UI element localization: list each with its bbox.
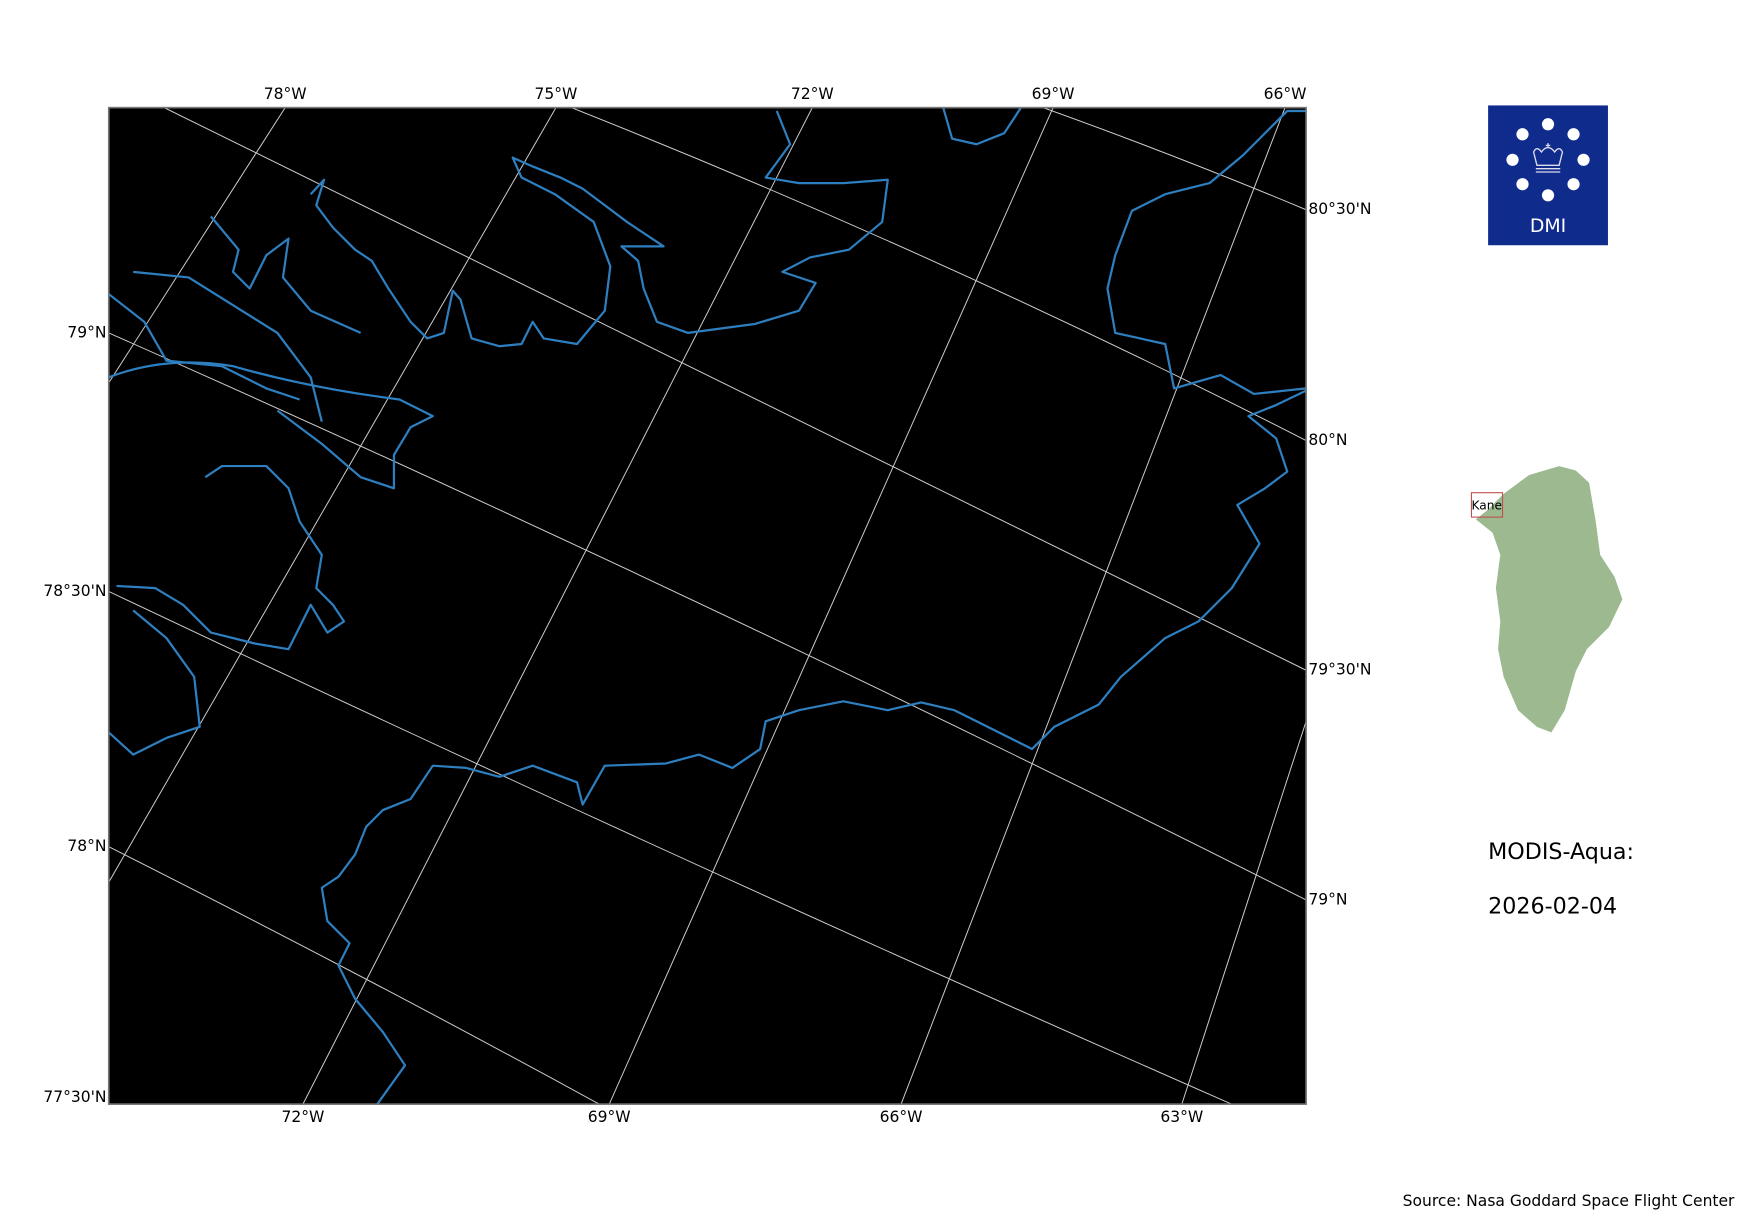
right-lat-label: 79°30'N (1308, 661, 1372, 680)
top-lon-label: 69°W (1031, 85, 1075, 104)
coastline-southwest (108, 609, 201, 756)
top-lon-label: 78°W (263, 85, 307, 104)
source-credit: Source: Nasa Goddard Space Flight Center (1402, 1192, 1735, 1211)
top-lon-label: 66°W (1263, 85, 1307, 104)
parallel-79-30n (164, 107, 1307, 671)
coastline-west-fjord-2 (133, 270, 323, 422)
coastline-south (320, 389, 1307, 1105)
meridian-66w (900, 107, 1286, 1105)
parallel-78n (108, 846, 600, 1105)
right-lat-label: 80°N (1308, 431, 1348, 450)
greenland-inset (1470, 466, 1623, 733)
parallel-79n (108, 332, 1307, 901)
bottom-lon-label: 63°W (1160, 1108, 1204, 1127)
inset-region-label: Kane (1471, 498, 1502, 513)
coastline-west-bay (116, 464, 346, 651)
bottom-lon-label: 66°W (879, 1108, 923, 1127)
bottom-lon-label: 69°W (587, 1108, 631, 1127)
meridian-72w (302, 107, 813, 1105)
coastline-north-island (942, 107, 1022, 146)
map-background (108, 107, 1307, 1105)
inset-region-box (1470, 492, 1504, 518)
coastline-west-fjord-1 (108, 361, 434, 490)
map-frame (107, 106, 1307, 1105)
left-lat-label: 77°30'N (43, 1088, 107, 1107)
right-lat-label: 79°N (1308, 891, 1348, 909)
parallel-80n (571, 107, 1307, 441)
logo-text: DMI (1529, 215, 1567, 238)
meridian-75w (108, 107, 557, 883)
left-lat-label: 78°N (67, 837, 107, 856)
coastline-west-fjord-4 (209, 215, 362, 334)
sensor-title: MODIS-Aqua: (1488, 837, 1634, 865)
parallel-78-30n (108, 591, 1232, 1105)
crown-dots-icon (1506, 118, 1590, 202)
coastline-west-fjord-3 (108, 293, 300, 401)
image-date: 2026-02-04 (1488, 892, 1618, 919)
top-lon-label: 72°W (790, 85, 834, 104)
bottom-lon-label: 72°W (281, 1108, 325, 1127)
top-lon-label: 75°W (534, 85, 578, 104)
coastline-northeast (1106, 109, 1307, 396)
parallel-80-30n (1042, 107, 1307, 211)
greenland-landmass (1475, 466, 1623, 733)
dmi-logo: DMI (1488, 105, 1608, 246)
meridian-69w (608, 107, 1054, 1105)
meridian-78w (108, 107, 286, 384)
right-lat-label: 80°30'N (1308, 200, 1372, 219)
meridian-63w (1181, 721, 1307, 1105)
left-lat-label: 78°30'N (43, 582, 107, 601)
left-lat-label: 79°N (67, 324, 107, 342)
coastline-north (309, 110, 889, 348)
